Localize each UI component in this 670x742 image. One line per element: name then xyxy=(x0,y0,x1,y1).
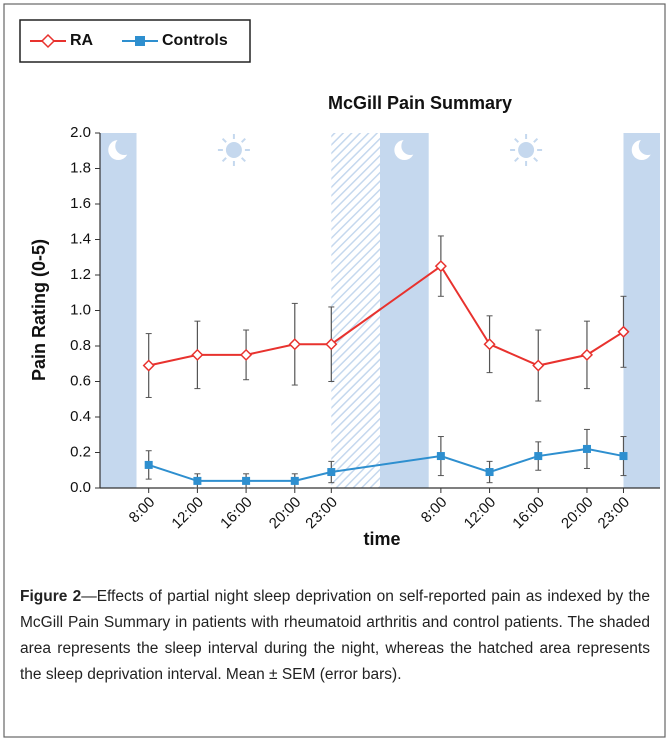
y-tick-label: 0.8 xyxy=(70,337,91,354)
marker xyxy=(532,359,545,372)
legend-label: Controls xyxy=(162,32,228,49)
caption: Figure 2—Effects of partial night sleep … xyxy=(20,584,650,688)
x-axis-label: time xyxy=(363,529,400,549)
moon-icon xyxy=(638,137,657,155)
marker xyxy=(434,260,447,273)
background xyxy=(100,133,660,488)
y-axis-label: Pain Rating (0-5) xyxy=(29,239,49,381)
y-tick-label: 1.0 xyxy=(70,301,91,318)
sun-ray xyxy=(514,157,520,163)
moon-icon xyxy=(401,137,420,155)
sun-ray xyxy=(533,137,539,143)
sun-ray xyxy=(221,137,227,143)
y-tick-label: 1.8 xyxy=(70,159,91,176)
y-tick-label: 0.4 xyxy=(70,408,91,425)
sun-ray xyxy=(221,157,227,163)
marker xyxy=(617,325,630,338)
marker xyxy=(483,338,496,351)
marker xyxy=(290,476,299,485)
sun-ray xyxy=(533,157,539,163)
night-band xyxy=(380,133,429,488)
chart-title: McGill Pain Summary xyxy=(328,93,512,113)
y-tick-label: 0.0 xyxy=(70,479,91,496)
marker xyxy=(142,359,155,372)
night-band xyxy=(623,133,660,488)
sun-icon xyxy=(518,142,535,158)
marker xyxy=(288,338,301,351)
sun-ray xyxy=(514,137,520,143)
legend-label: RA xyxy=(70,32,94,49)
sun-ray xyxy=(240,157,246,163)
marker xyxy=(193,476,202,485)
deprivation-band xyxy=(331,133,380,488)
marker xyxy=(580,348,594,361)
marker xyxy=(619,452,628,461)
caption-text: —Effects of partial night sleep deprivat… xyxy=(20,588,650,683)
legend-marker xyxy=(135,36,145,46)
legend-marker xyxy=(40,33,56,49)
marker xyxy=(582,444,591,453)
night-band xyxy=(100,133,137,488)
series-line xyxy=(148,447,624,482)
marker xyxy=(327,468,336,477)
y-tick-label: 1.6 xyxy=(70,195,91,212)
sun-icon xyxy=(225,142,242,158)
marker xyxy=(144,460,153,469)
y-tick-label: 1.2 xyxy=(70,266,91,283)
caption-label: Figure 2 xyxy=(20,588,82,605)
series-line xyxy=(148,264,625,367)
marker xyxy=(325,338,338,351)
y-tick-label: 2.0 xyxy=(70,124,91,141)
marker xyxy=(485,468,494,477)
y-tick-label: 0.2 xyxy=(70,443,91,460)
marker xyxy=(534,452,543,461)
marker xyxy=(242,476,251,485)
marker xyxy=(240,348,253,361)
marker xyxy=(191,348,204,361)
y-tick-label: 1.4 xyxy=(70,230,91,247)
y-tick-label: 0.6 xyxy=(70,372,91,389)
sun-ray xyxy=(240,137,246,143)
marker xyxy=(436,452,445,461)
moon-icon xyxy=(115,137,134,155)
